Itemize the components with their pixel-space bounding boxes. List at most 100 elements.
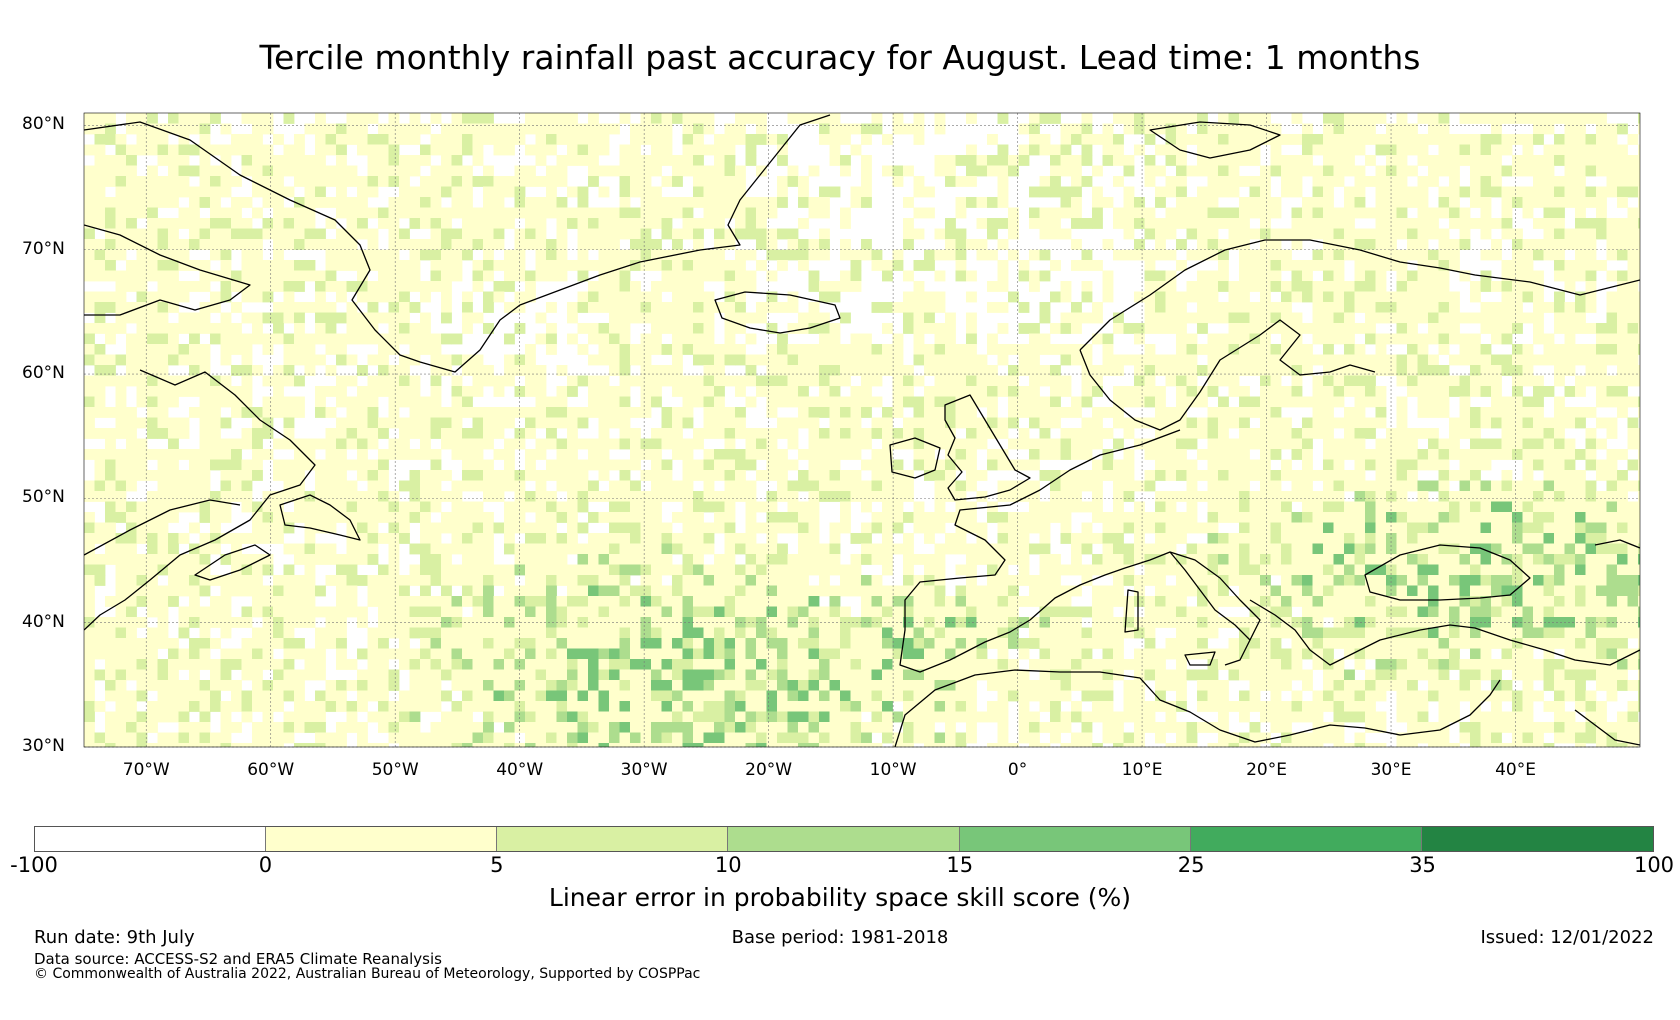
grid-cell — [157, 386, 169, 397]
grid-cell — [840, 155, 851, 166]
grid-cell — [1638, 207, 1640, 219]
grid-cell — [966, 470, 977, 481]
grid-cell — [735, 470, 746, 481]
grid-cell — [147, 134, 158, 145]
grid-cell — [409, 260, 421, 271]
grid-cell — [220, 165, 232, 177]
grid-cell — [409, 134, 421, 145]
grid-cell — [241, 459, 253, 471]
grid-cell — [1344, 239, 1355, 250]
grid-cell — [1627, 134, 1639, 145]
grid-cell — [231, 197, 242, 208]
grid-cell — [1459, 186, 1471, 198]
grid-cell — [1512, 228, 1523, 240]
grid-cell — [1260, 554, 1271, 565]
grid-cell — [1617, 144, 1628, 156]
grid-cell — [1396, 438, 1408, 450]
grid-cell — [1606, 323, 1618, 334]
grid-cell — [1585, 449, 1597, 460]
grid-cell — [567, 333, 578, 345]
grid-cell — [1302, 470, 1313, 481]
grid-cell — [1155, 417, 1166, 429]
grid-cell — [126, 260, 137, 271]
grid-cell — [136, 323, 148, 334]
grid-cell — [1344, 134, 1355, 145]
grid-cell — [325, 144, 337, 156]
grid-cell — [672, 302, 683, 313]
grid-cell — [903, 270, 914, 282]
grid-cell — [1008, 543, 1019, 555]
grid-cell — [934, 543, 946, 555]
grid-cell — [1575, 312, 1586, 324]
grid-cell — [1018, 323, 1030, 334]
grid-cell — [462, 470, 473, 481]
grid-cell — [546, 239, 557, 250]
grid-cell — [577, 270, 589, 282]
grid-cell — [567, 480, 578, 492]
grid-cell — [955, 407, 967, 418]
grid-cell — [892, 123, 904, 135]
grid-cell — [199, 543, 211, 555]
grid-cell — [556, 207, 568, 219]
grid-cell — [630, 407, 641, 418]
grid-cell — [1543, 302, 1555, 313]
grid-cell — [903, 480, 914, 492]
grid-cell — [294, 375, 305, 387]
grid-cell — [1543, 186, 1555, 198]
grid-cell — [619, 312, 631, 324]
grid-cell — [493, 417, 505, 429]
grid-cell — [1543, 480, 1555, 492]
grid-cell — [262, 155, 274, 166]
grid-cell — [1417, 501, 1429, 513]
grid-cell — [1354, 512, 1366, 523]
grid-cell — [126, 113, 137, 124]
grid-cell — [1123, 386, 1135, 397]
grid-cell — [1638, 533, 1640, 544]
grid-cell — [1102, 134, 1114, 145]
grid-cell — [1260, 407, 1271, 418]
grid-cell — [367, 417, 379, 429]
grid-cell — [1522, 543, 1534, 555]
grid-cell — [1050, 512, 1061, 523]
grid-cell — [1449, 239, 1460, 250]
grid-cell — [1312, 197, 1324, 208]
grid-cell — [346, 113, 358, 124]
grid-cell — [1543, 459, 1555, 471]
grid-cell — [1459, 407, 1471, 418]
grid-cell — [378, 512, 389, 523]
grid-cell — [336, 123, 347, 135]
grid-cell — [220, 438, 232, 450]
grid-cell — [378, 428, 389, 439]
grid-cell — [367, 176, 379, 187]
grid-cell — [178, 386, 190, 397]
grid-cell — [619, 333, 631, 345]
grid-cell — [1050, 113, 1061, 124]
grid-cell — [178, 354, 190, 366]
grid-cell — [1123, 249, 1135, 261]
grid-cell — [1176, 575, 1187, 586]
grid-cell — [535, 417, 547, 429]
grid-cell — [577, 438, 589, 450]
grid-cell — [210, 218, 221, 229]
grid-cell — [147, 323, 158, 334]
grid-cell — [997, 375, 1009, 387]
grid-cell — [777, 491, 788, 502]
grid-cell — [1071, 239, 1082, 250]
grid-cell — [913, 522, 925, 534]
grid-cell — [1365, 239, 1376, 250]
grid-cell — [1543, 428, 1555, 439]
grid-cell — [514, 407, 526, 418]
grid-cell — [640, 344, 652, 355]
grid-cell — [1638, 155, 1640, 166]
grid-cell — [178, 449, 190, 460]
grid-cell — [766, 239, 778, 250]
grid-cell — [630, 228, 641, 240]
grid-cell — [252, 470, 263, 481]
grid-cell — [84, 375, 95, 387]
grid-cell — [640, 449, 652, 460]
grid-cell — [892, 113, 904, 124]
grid-cell — [693, 575, 704, 586]
grid-cell — [1365, 375, 1376, 387]
grid-cell — [924, 207, 935, 219]
grid-cell — [1606, 470, 1618, 481]
